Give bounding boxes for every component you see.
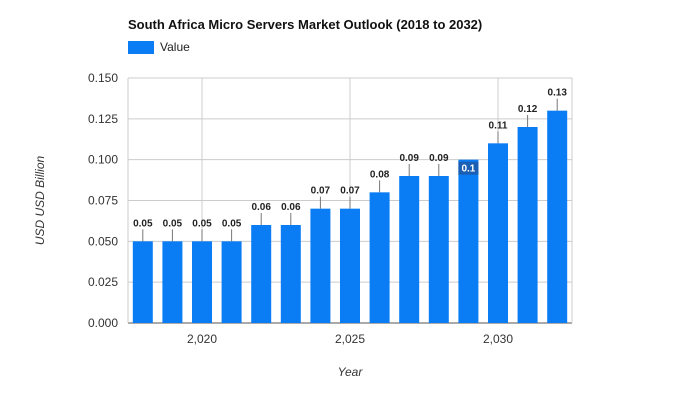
- y-tick-label: 0.150: [88, 71, 118, 85]
- x-ticks: 2,020 2,025 2,030: [187, 332, 513, 346]
- y-tick-label: 0.075: [88, 194, 118, 208]
- bar[interactable]: [547, 110, 568, 324]
- data-label: 0.12: [518, 104, 538, 115]
- bar[interactable]: [340, 208, 360, 323]
- bar[interactable]: [162, 241, 183, 323]
- legend[interactable]: Value: [128, 40, 190, 54]
- bar[interactable]: [192, 241, 212, 323]
- y-tick-label: 0.050: [88, 234, 118, 248]
- x-tick-label: 2,030: [483, 332, 513, 346]
- bar[interactable]: [369, 192, 390, 323]
- bar[interactable]: [132, 241, 153, 323]
- data-label: 0.06: [251, 202, 271, 213]
- y-tick-label: 0.025: [88, 275, 118, 289]
- bar[interactable]: [221, 241, 242, 323]
- bar[interactable]: [517, 127, 538, 323]
- data-label: 0.07: [311, 186, 331, 197]
- data-label: 0.13: [547, 88, 567, 99]
- bar[interactable]: [458, 159, 479, 323]
- y-axis-title: USD USD Billion: [33, 155, 47, 245]
- bar[interactable]: [310, 208, 331, 323]
- y-tick-label: 0.000: [88, 316, 118, 330]
- data-label: 0.06: [281, 202, 301, 213]
- data-labels: 0.05 0.05 0.05 0.05 0.06 0.06 0.07 0.07 0.08 0.09…: [133, 88, 567, 242]
- data-label: 0.07: [340, 186, 360, 197]
- chart-title: South Africa Micro Servers Market Outloo…: [128, 17, 483, 32]
- data-label: 0.05: [163, 218, 183, 229]
- data-label: 0.11: [489, 120, 508, 131]
- bar[interactable]: [399, 176, 420, 323]
- data-label: 0.08: [370, 169, 390, 180]
- bar[interactable]: [488, 143, 508, 323]
- y-ticks: 0.000 0.025 0.050 0.075 0.100 0.125 0.150: [88, 71, 118, 330]
- x-tick-label: 2,025: [335, 332, 365, 346]
- data-label: 0.09: [399, 153, 419, 164]
- bar[interactable]: [428, 176, 449, 323]
- bar[interactable]: [280, 225, 301, 323]
- data-label: 0.09: [429, 153, 449, 164]
- data-label: 0.05: [222, 218, 242, 229]
- legend-label: Value: [160, 40, 190, 54]
- legend-swatch: [128, 40, 154, 54]
- bar[interactable]: [251, 225, 272, 323]
- bars: [132, 110, 568, 324]
- data-label: 0.05: [133, 218, 153, 229]
- x-axis-title: Year: [338, 365, 364, 379]
- y-tick-label: 0.100: [88, 153, 118, 167]
- data-label: 0.05: [192, 218, 212, 229]
- data-label-bg: [458, 161, 479, 175]
- x-tick-label: 2,020: [187, 332, 217, 346]
- y-tick-label: 0.125: [88, 112, 118, 126]
- data-label: 0.1: [461, 164, 475, 175]
